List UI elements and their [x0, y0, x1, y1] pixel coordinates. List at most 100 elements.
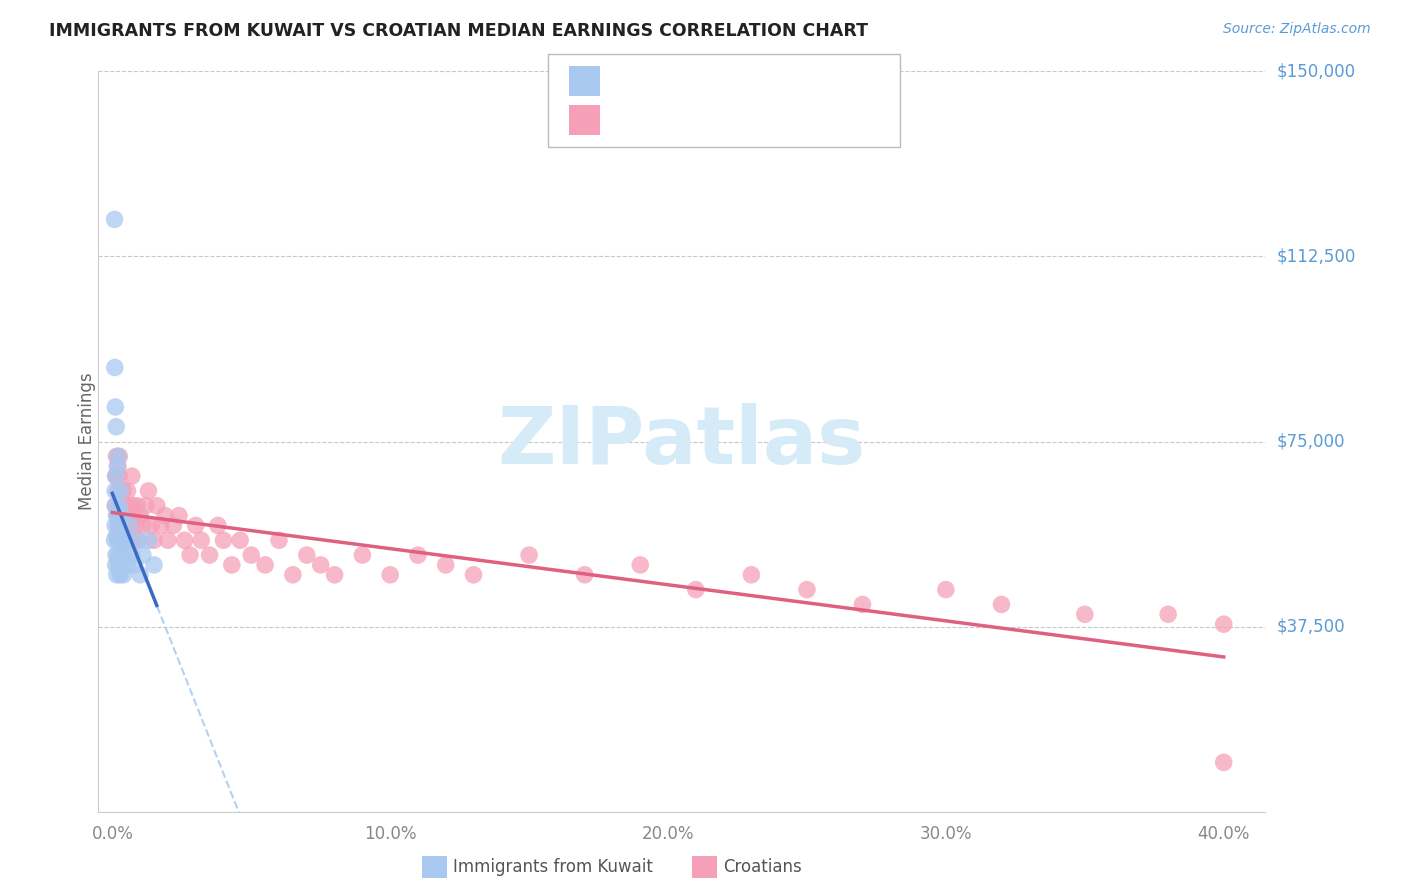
- Point: [104, 483, 127, 498]
- Point: [114, 548, 136, 562]
- Point: [111, 508, 134, 523]
- Text: $150,000: $150,000: [1277, 62, 1355, 80]
- Point: [110, 558, 132, 572]
- Point: [118, 518, 141, 533]
- Point: [129, 567, 152, 582]
- Point: [104, 548, 127, 562]
- Point: [146, 499, 169, 513]
- Point: [111, 533, 134, 548]
- Point: [114, 499, 136, 513]
- Point: [851, 598, 873, 612]
- Point: [110, 483, 132, 498]
- Point: [105, 528, 128, 542]
- Point: [107, 483, 129, 498]
- Point: [108, 450, 131, 464]
- Point: [295, 548, 318, 562]
- Point: [138, 483, 160, 498]
- Point: [121, 469, 143, 483]
- Point: [112, 567, 135, 582]
- Point: [107, 518, 129, 533]
- Text: $37,500: $37,500: [1277, 617, 1346, 636]
- Point: [107, 518, 129, 533]
- Text: IMMIGRANTS FROM KUWAIT VS CROATIAN MEDIAN EARNINGS CORRELATION CHART: IMMIGRANTS FROM KUWAIT VS CROATIAN MEDIA…: [49, 22, 869, 40]
- Point: [207, 518, 229, 533]
- Text: $75,000: $75,000: [1277, 433, 1346, 450]
- Point: [132, 518, 155, 533]
- Point: [167, 508, 190, 523]
- Point: [129, 508, 152, 523]
- Point: [434, 558, 457, 572]
- Point: [254, 558, 277, 572]
- Point: [1212, 756, 1234, 770]
- Point: [221, 558, 243, 572]
- Point: [740, 567, 762, 582]
- Point: [1157, 607, 1180, 622]
- Point: [574, 567, 596, 582]
- Point: [156, 533, 179, 548]
- Point: [111, 508, 134, 523]
- Point: [107, 548, 129, 562]
- Point: [118, 499, 141, 513]
- Point: [105, 450, 128, 464]
- Point: [108, 533, 131, 548]
- Point: [115, 533, 138, 548]
- Point: [105, 508, 128, 523]
- Point: [122, 499, 145, 513]
- Point: [143, 533, 166, 548]
- Point: [117, 533, 139, 548]
- Point: [1212, 617, 1234, 632]
- Point: [212, 533, 235, 548]
- Point: [240, 548, 263, 562]
- Point: [104, 469, 127, 483]
- Point: [141, 518, 163, 533]
- Point: [162, 518, 184, 533]
- Point: [104, 518, 127, 533]
- Text: Croatians: Croatians: [723, 858, 801, 876]
- Point: [104, 499, 127, 513]
- Text: $112,500: $112,500: [1277, 247, 1355, 266]
- Point: [110, 483, 132, 498]
- Point: [149, 518, 172, 533]
- Text: R =: R =: [612, 111, 651, 128]
- Point: [108, 469, 131, 483]
- Point: [143, 558, 166, 572]
- Point: [110, 518, 132, 533]
- Point: [380, 567, 402, 582]
- Point: [108, 567, 131, 582]
- Point: [125, 518, 148, 533]
- Point: [406, 548, 429, 562]
- Point: [105, 508, 128, 523]
- Point: [103, 533, 125, 548]
- Point: [105, 419, 128, 434]
- Point: [107, 459, 129, 474]
- Point: [112, 483, 135, 498]
- Text: -0.586: -0.586: [654, 111, 718, 128]
- Point: [121, 548, 143, 562]
- Point: [104, 558, 127, 572]
- Point: [104, 499, 127, 513]
- Point: [104, 360, 127, 375]
- Point: [114, 508, 136, 523]
- Point: [110, 483, 132, 498]
- Point: [108, 533, 131, 548]
- Point: [323, 567, 346, 582]
- Text: N =: N =: [717, 72, 769, 90]
- Point: [628, 558, 651, 572]
- Point: [120, 518, 142, 533]
- Point: [107, 450, 129, 464]
- Point: [108, 499, 131, 513]
- Point: [105, 459, 128, 474]
- Point: [153, 508, 176, 523]
- Point: [105, 567, 128, 582]
- Point: [117, 483, 139, 498]
- Point: [127, 499, 149, 513]
- Point: [108, 499, 131, 513]
- Point: [352, 548, 374, 562]
- Point: [179, 548, 201, 562]
- Point: [135, 499, 157, 513]
- Text: Immigrants from Kuwait: Immigrants from Kuwait: [453, 858, 652, 876]
- Point: [112, 533, 135, 548]
- Text: Source: ZipAtlas.com: Source: ZipAtlas.com: [1223, 22, 1371, 37]
- Point: [124, 508, 146, 523]
- Text: 0.063: 0.063: [654, 72, 710, 90]
